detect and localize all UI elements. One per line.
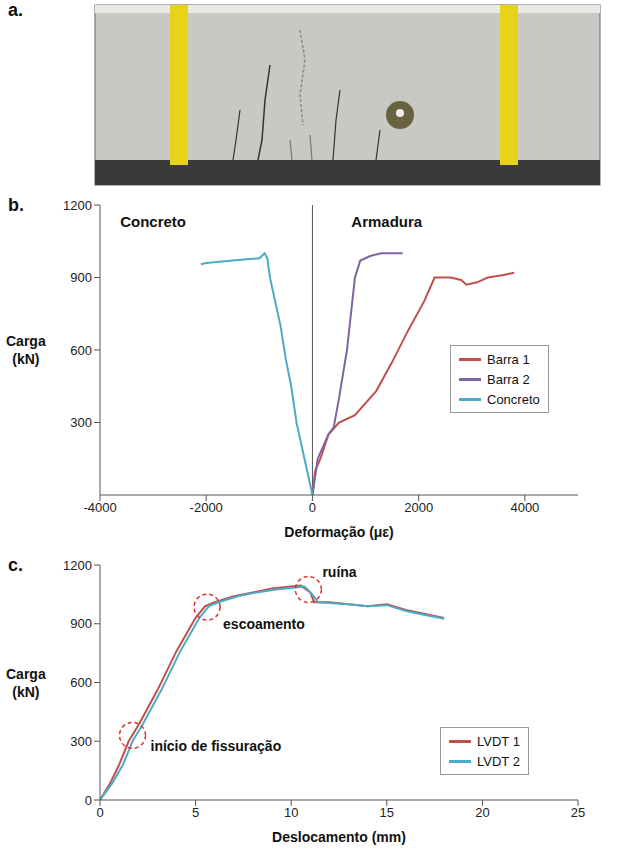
- svg-text:10: 10: [284, 805, 298, 820]
- svg-text:300: 300: [70, 415, 92, 430]
- html-text:Barra 2: Barra 2: [487, 371, 530, 387]
- svg-text:escoamento: escoamento: [223, 616, 305, 632]
- svg-text:início de fissuração: início de fissuração: [151, 738, 282, 754]
- svg-text:1200: 1200: [63, 558, 92, 573]
- svg-text:900: 900: [70, 270, 92, 285]
- html-text:(kN): (kN): [12, 351, 40, 367]
- svg-text:4000: 4000: [510, 500, 539, 515]
- svg-text:0: 0: [96, 805, 103, 820]
- svg-text:0: 0: [309, 500, 316, 515]
- svg-text:2000: 2000: [404, 500, 433, 515]
- svg-text:20: 20: [475, 805, 489, 820]
- html-text:b.: b.: [8, 195, 24, 215]
- html-text:Concreto: Concreto: [487, 391, 540, 407]
- html-text:a.: a.: [8, 0, 23, 20]
- svg-text:5: 5: [192, 805, 199, 820]
- svg-text:25: 25: [571, 805, 585, 820]
- html-text:LVDT 1: LVDT 1: [477, 733, 520, 749]
- html-text:LVDT 2: LVDT 2: [477, 753, 520, 769]
- svg-text:1200: 1200: [63, 198, 92, 213]
- svg-text:Deslocamento (mm): Deslocamento (mm): [272, 829, 406, 845]
- html-text:(kN): (kN): [12, 683, 40, 700]
- svg-text:900: 900: [70, 616, 92, 631]
- svg-text:0: 0: [85, 793, 92, 808]
- svg-text:Concreto: Concreto: [120, 213, 186, 230]
- svg-text:Armadura: Armadura: [351, 213, 423, 230]
- svg-text:600: 600: [70, 675, 92, 690]
- html-text:Barra 1: Barra 1: [487, 351, 530, 367]
- svg-text:ruína: ruína: [322, 565, 356, 580]
- svg-text:-4000: -4000: [83, 500, 116, 515]
- svg-text:600: 600: [70, 343, 92, 358]
- html-text:c.: c.: [8, 555, 23, 575]
- svg-text:15: 15: [380, 805, 394, 820]
- html-text:Carga: Carga: [6, 333, 46, 349]
- html-text:Carga: Carga: [6, 665, 46, 682]
- svg-text:Deformação (με): Deformação (με): [284, 524, 393, 540]
- svg-text:300: 300: [70, 734, 92, 749]
- svg-text:-2000: -2000: [190, 500, 223, 515]
